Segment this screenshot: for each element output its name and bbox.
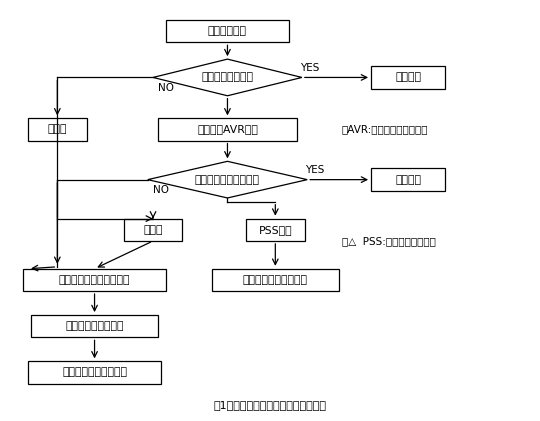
Text: 発電機の安定運転不可能: 発電機の安定運転不可能 <box>59 275 130 285</box>
Text: YES: YES <box>306 165 325 175</box>
Polygon shape <box>153 59 302 96</box>
Text: PSS装置: PSS装置 <box>259 225 292 235</box>
FancyBboxPatch shape <box>371 168 446 191</box>
Text: 超速応型AVR装置: 超速応型AVR装置 <box>197 125 258 134</box>
Text: 脱調により系統分断: 脱調により系統分断 <box>65 321 124 331</box>
Polygon shape <box>148 161 307 198</box>
FancyBboxPatch shape <box>23 269 166 291</box>
FancyBboxPatch shape <box>28 361 161 384</box>
FancyBboxPatch shape <box>31 315 158 337</box>
Text: NO: NO <box>158 83 174 93</box>
Text: 第1図　発電機の安定運転技術検討例: 第1図 発電機の安定運転技術検討例 <box>213 400 327 410</box>
Text: （AVR:自動電圧調整装置）: （AVR:自動電圧調整装置） <box>342 125 428 134</box>
Text: 発電機の安定運転可能: 発電機の安定運転可能 <box>243 275 308 285</box>
Text: 定態安定度維持可能か: 定態安定度維持可能か <box>195 175 260 185</box>
Text: 広範囲停電事故の発生: 広範囲停電事故の発生 <box>62 368 127 378</box>
Text: YES: YES <box>300 63 320 73</box>
FancyBboxPatch shape <box>158 118 296 141</box>
Text: 対策不要: 対策不要 <box>395 72 421 83</box>
Text: 対策不要: 対策不要 <box>395 175 421 185</box>
FancyBboxPatch shape <box>166 20 288 43</box>
Text: 過渡安定度可能か: 過渡安定度可能か <box>201 72 253 83</box>
Text: 無体策: 無体策 <box>143 225 163 235</box>
Text: 無体策: 無体策 <box>48 125 67 134</box>
FancyBboxPatch shape <box>212 269 339 291</box>
Text: （△  PSS:系統安定化装置）: （△ PSS:系統安定化装置） <box>342 236 436 246</box>
FancyBboxPatch shape <box>371 66 446 89</box>
Text: 系統事故発生: 系統事故発生 <box>208 26 247 36</box>
FancyBboxPatch shape <box>28 118 86 141</box>
FancyBboxPatch shape <box>246 218 305 241</box>
Text: NO: NO <box>153 185 169 195</box>
FancyBboxPatch shape <box>124 218 183 241</box>
